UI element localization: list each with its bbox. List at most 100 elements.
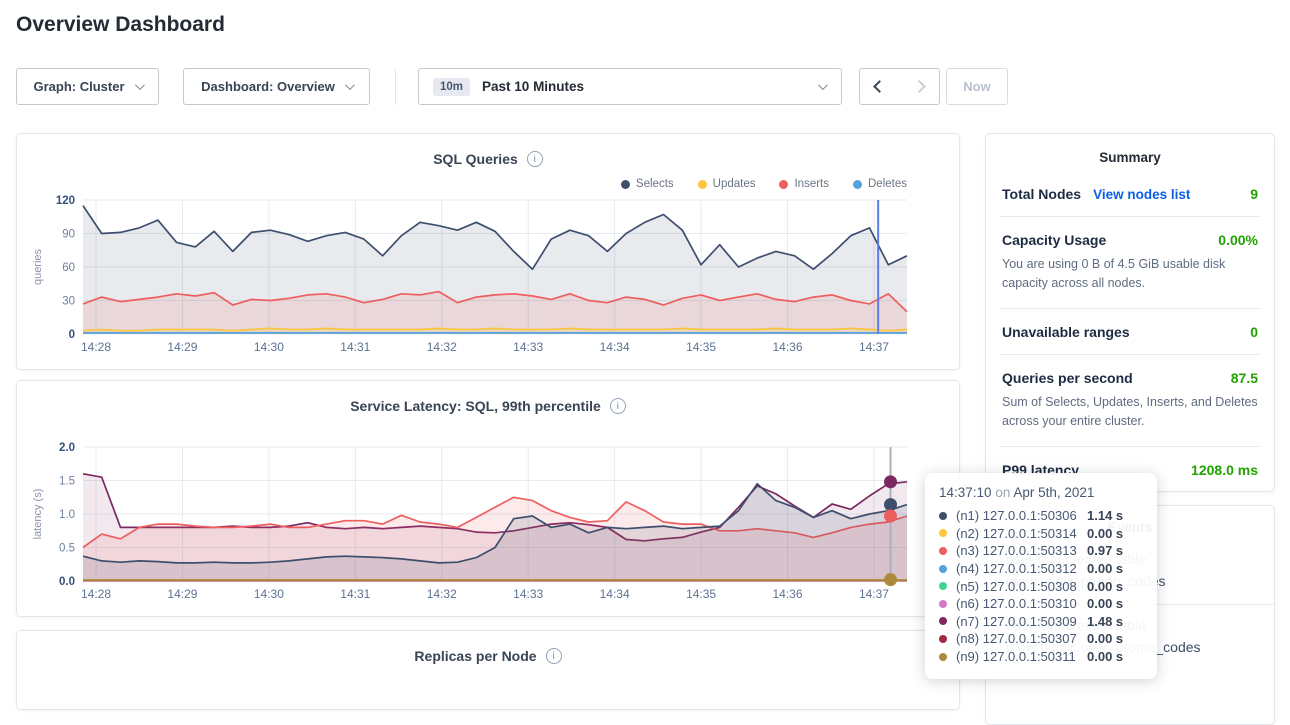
series-line — [82, 327, 908, 332]
x-tick-label: 14:35 — [686, 340, 716, 354]
x-tick-label: 14:31 — [340, 340, 370, 354]
info-icon[interactable]: i — [609, 398, 626, 414]
capacity-usage-value: 0.00% — [1218, 232, 1258, 248]
y-tick-label: 120 — [56, 195, 75, 207]
tooltip-node-row: (n4) 127.0.0.1:50312 0.00 s — [939, 560, 1143, 578]
node-address: (n3) 127.0.0.1:50313 — [956, 543, 1077, 559]
node-latency-value: 0.00 s — [1087, 649, 1124, 665]
unavailable-ranges-label: Unavailable ranges — [1002, 323, 1130, 340]
tooltip-node-row: (n8) 127.0.0.1:50307 0.00 s — [939, 630, 1143, 648]
qps-desc: Sum of Selects, Updates, Inserts, and De… — [1002, 394, 1258, 429]
node-latency-value: 1.14 s — [1087, 508, 1124, 524]
y-axis-unit: latency (s) — [32, 489, 44, 540]
x-tick-label: 14:34 — [600, 340, 630, 354]
dashboard-dropdown[interactable]: Dashboard: Overview — [183, 68, 370, 105]
plot-area: 14:28 14:29 14:30 14:31 14:32 14:33 14:34 14:35… — [32, 195, 908, 354]
summary-panel: Summary Total Nodes View nodes list 9 Ca… — [985, 133, 1275, 492]
summary-title: Summary — [1099, 150, 1161, 165]
tooltip-node-row: (n3) 127.0.0.1:50313 0.97 s — [939, 542, 1143, 560]
chevron-left-icon — [873, 80, 886, 93]
x-tick-label: 14:36 — [773, 340, 803, 354]
capacity-usage-desc: You are using 0 B of 4.5 GiB usable disk… — [1002, 257, 1226, 291]
graph-dropdown[interactable]: Graph: Cluster — [16, 68, 159, 105]
x-tick-label: 14:32 — [427, 587, 457, 601]
qps-label: Queries per second — [1002, 369, 1133, 386]
time-next-button[interactable] — [899, 68, 940, 105]
service-latency-chart[interactable]: 14:28 14:29 14:30 14:31 14:32 14:33 14:34 14:35… — [17, 381, 961, 617]
y-tick-label: 2.0 — [59, 442, 75, 454]
legend-label: Deletes — [868, 178, 907, 190]
x-tick-label: 14:37 — [859, 587, 889, 601]
sql-queries-title: SQL Queries — [433, 151, 518, 167]
legend-item[interactable]: Inserts — [779, 178, 829, 190]
series-line — [82, 290, 908, 313]
y-tick-label: 1.5 — [59, 476, 75, 488]
crosshair-dot — [884, 498, 898, 512]
node-latency-value: 0.00 s — [1087, 578, 1124, 594]
dashboard-dropdown-label: Dashboard: Overview — [201, 79, 335, 94]
node-address: (n6) 127.0.0.1:50310 — [956, 596, 1077, 612]
chevron-down-icon — [817, 80, 828, 91]
crosshair-dot — [884, 509, 898, 523]
tooltip-timestamp: 14:37:10 on Apr 5th, 2021 — [939, 485, 1095, 500]
x-tick-label: 14:28 — [81, 340, 111, 354]
time-range-dropdown[interactable]: 10m Past 10 Minutes — [418, 68, 842, 105]
node-color-dot — [939, 511, 947, 520]
x-tick-label: 14:30 — [254, 587, 284, 601]
legend-label: Selects — [635, 178, 674, 190]
y-tick-label: 0 — [69, 329, 75, 341]
y-tick-label: 1.0 — [59, 509, 75, 521]
info-icon[interactable]: i — [545, 648, 562, 664]
node-latency-value: 1.48 s — [1087, 613, 1124, 629]
legend-color-dot — [697, 179, 707, 189]
now-button[interactable]: Now — [946, 68, 1008, 105]
x-tick-label: 14:28 — [81, 587, 111, 601]
legend-color-dot — [620, 179, 630, 189]
legend-item[interactable]: Selects — [620, 178, 674, 190]
x-tick-label: 14:29 — [167, 587, 197, 601]
legend-color-dot — [853, 179, 862, 189]
graph-dropdown-label: Graph: Cluster — [33, 79, 125, 94]
time-range-badge: 10m — [433, 77, 471, 96]
x-tick-label: 14:29 — [167, 340, 197, 354]
node-color-dot — [939, 546, 947, 555]
x-tick-label: 14:34 — [600, 587, 630, 601]
node-latency-value: 0.00 s — [1087, 561, 1124, 577]
node-latency-value: 0.00 s — [1087, 525, 1124, 541]
view-nodes-list-link[interactable]: View nodes list — [1093, 187, 1191, 202]
summary-row-capacity: Capacity Usage 0.00% You are using 0 B o… — [1000, 217, 1260, 309]
info-icon[interactable]: i — [526, 151, 543, 167]
legend-item[interactable]: Updates — [697, 178, 756, 190]
legend-color-dot — [779, 179, 789, 189]
series-line — [82, 496, 908, 549]
tooltip-node-row: (n9) 127.0.0.1:50311 0.00 s — [939, 648, 1143, 666]
qps-value: 87.5 — [1230, 369, 1258, 386]
tooltip-node-row: (n7) 127.0.0.1:50309 1.48 s — [939, 613, 1143, 631]
time-prev-button[interactable] — [859, 68, 900, 105]
node-latency-value: 0.97 s — [1087, 543, 1124, 559]
x-tick-label: 14:32 — [427, 340, 457, 354]
node-latency-value: 0.00 s — [1087, 596, 1124, 612]
sql-queries-card: SQL Queries i Selects Updates Inserts Delet… — [16, 133, 960, 370]
service-latency-card: Service Latency: SQL, 99th percentile i … — [16, 380, 960, 617]
chevron-right-icon — [912, 80, 926, 93]
node-address: (n9) 127.0.0.1:50311 — [956, 649, 1076, 665]
series-line — [82, 205, 908, 271]
node-address: (n8) 127.0.0.1:50307 — [956, 631, 1077, 647]
node-color-dot — [939, 564, 947, 573]
node-address: (n7) 127.0.0.1:50309 — [956, 613, 1077, 629]
total-nodes-value: 9 — [1250, 186, 1258, 202]
summary-row-unavailable: Unavailable ranges 0 — [1000, 309, 1260, 355]
legend-label: Updates — [712, 178, 756, 190]
x-tick-label: 14:33 — [513, 587, 543, 601]
now-button-label: Now — [963, 79, 991, 94]
sql-queries-chart[interactable]: 14:28 14:29 14:30 14:31 14:32 14:33 14:34 14:35… — [17, 134, 961, 370]
x-tick-label: 14:33 — [513, 340, 543, 354]
tooltip-node-row: (n6) 127.0.0.1:50310 0.00 s — [939, 595, 1143, 613]
x-tick-label: 14:35 — [686, 587, 716, 601]
legend-label: Inserts — [794, 178, 829, 190]
capacity-usage-label: Capacity Usage — [1002, 232, 1107, 248]
legend-item[interactable]: Deletes — [853, 178, 907, 190]
x-tick-label: 14:37 — [859, 340, 889, 354]
node-address: (n2) 127.0.0.1:50314 — [956, 525, 1077, 541]
